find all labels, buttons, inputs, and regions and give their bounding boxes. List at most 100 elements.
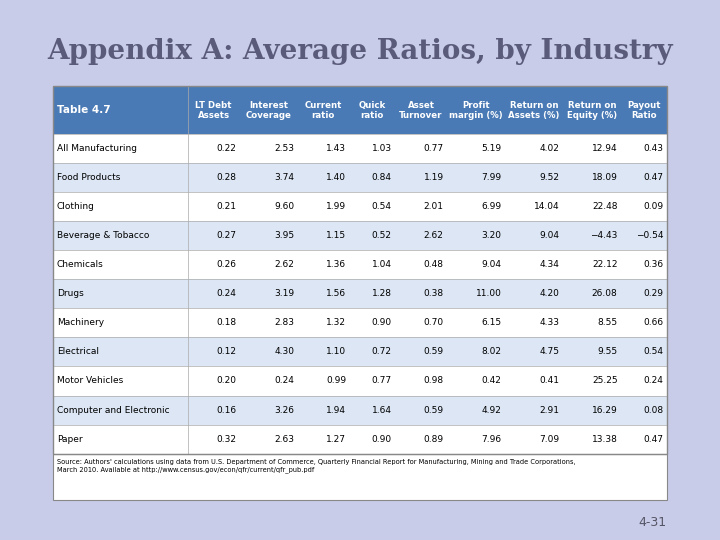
Text: 1.40: 1.40 bbox=[326, 173, 346, 182]
FancyBboxPatch shape bbox=[53, 192, 667, 221]
Text: 5.19: 5.19 bbox=[482, 144, 502, 153]
Text: 4-31: 4-31 bbox=[639, 516, 667, 529]
Text: 0.77: 0.77 bbox=[423, 144, 444, 153]
Text: Table 4.7: Table 4.7 bbox=[57, 105, 110, 115]
Text: 3.95: 3.95 bbox=[274, 231, 294, 240]
FancyBboxPatch shape bbox=[53, 221, 667, 251]
Text: 0.08: 0.08 bbox=[643, 406, 663, 415]
Text: 1.10: 1.10 bbox=[326, 347, 346, 356]
Text: 0.22: 0.22 bbox=[216, 144, 236, 153]
Text: 6.15: 6.15 bbox=[482, 319, 502, 327]
Text: Source: Authors' calculations using data from U.S. Department of Commerce, Quart: Source: Authors' calculations using data… bbox=[57, 459, 575, 472]
Text: 1.99: 1.99 bbox=[326, 202, 346, 211]
Text: 0.28: 0.28 bbox=[216, 173, 236, 182]
Text: 3.26: 3.26 bbox=[274, 406, 294, 415]
Text: 9.60: 9.60 bbox=[274, 202, 294, 211]
Text: Asset
Turnover: Asset Turnover bbox=[400, 100, 443, 120]
FancyBboxPatch shape bbox=[53, 424, 667, 454]
Text: LT Debt
Assets: LT Debt Assets bbox=[195, 100, 232, 120]
Text: 0.12: 0.12 bbox=[216, 347, 236, 356]
Text: 9.04: 9.04 bbox=[539, 231, 559, 240]
Text: 0.36: 0.36 bbox=[643, 260, 663, 269]
Text: 0.29: 0.29 bbox=[644, 289, 663, 299]
Text: 2.62: 2.62 bbox=[424, 231, 444, 240]
Text: 1.56: 1.56 bbox=[326, 289, 346, 299]
Text: 1.32: 1.32 bbox=[326, 319, 346, 327]
Text: 7.99: 7.99 bbox=[482, 173, 502, 182]
Text: Profit
margin (%): Profit margin (%) bbox=[449, 100, 503, 120]
Text: 0.54: 0.54 bbox=[372, 202, 392, 211]
Text: 1.43: 1.43 bbox=[326, 144, 346, 153]
Text: 0.43: 0.43 bbox=[644, 144, 663, 153]
Text: 2.63: 2.63 bbox=[274, 435, 294, 443]
Text: 0.27: 0.27 bbox=[216, 231, 236, 240]
Text: 4.30: 4.30 bbox=[274, 347, 294, 356]
Text: 2.01: 2.01 bbox=[423, 202, 444, 211]
Text: Current
ratio: Current ratio bbox=[305, 100, 342, 120]
Text: 9.04: 9.04 bbox=[482, 260, 502, 269]
Text: 22.12: 22.12 bbox=[592, 260, 618, 269]
Text: Appendix A: Average Ratios, by Industry: Appendix A: Average Ratios, by Industry bbox=[48, 38, 672, 65]
Text: 0.24: 0.24 bbox=[216, 289, 236, 299]
Text: 0.90: 0.90 bbox=[372, 319, 392, 327]
Text: 0.54: 0.54 bbox=[644, 347, 663, 356]
Text: 0.72: 0.72 bbox=[372, 347, 392, 356]
Text: 0.84: 0.84 bbox=[372, 173, 392, 182]
Text: 0.24: 0.24 bbox=[644, 376, 663, 386]
Text: 0.70: 0.70 bbox=[423, 319, 444, 327]
Text: 0.59: 0.59 bbox=[423, 347, 444, 356]
Text: Chemicals: Chemicals bbox=[57, 260, 104, 269]
Text: Paper: Paper bbox=[57, 435, 82, 443]
Text: Clothing: Clothing bbox=[57, 202, 94, 211]
Text: 7.09: 7.09 bbox=[539, 435, 559, 443]
Text: 4.34: 4.34 bbox=[540, 260, 559, 269]
Text: 1.28: 1.28 bbox=[372, 289, 392, 299]
Text: 0.16: 0.16 bbox=[216, 406, 236, 415]
Text: 0.47: 0.47 bbox=[644, 435, 663, 443]
Text: Beverage & Tobacco: Beverage & Tobacco bbox=[57, 231, 149, 240]
Text: 7.96: 7.96 bbox=[482, 435, 502, 443]
Text: −4.43: −4.43 bbox=[590, 231, 618, 240]
Text: 0.26: 0.26 bbox=[216, 260, 236, 269]
Text: 1.19: 1.19 bbox=[423, 173, 444, 182]
Text: 4.20: 4.20 bbox=[540, 289, 559, 299]
Text: 6.99: 6.99 bbox=[482, 202, 502, 211]
Text: 0.77: 0.77 bbox=[372, 376, 392, 386]
Text: 0.32: 0.32 bbox=[216, 435, 236, 443]
Text: Quick
ratio: Quick ratio bbox=[359, 100, 386, 120]
Text: 3.19: 3.19 bbox=[274, 289, 294, 299]
FancyBboxPatch shape bbox=[53, 454, 667, 500]
Text: Return on
Assets (%): Return on Assets (%) bbox=[508, 100, 559, 120]
Text: 1.64: 1.64 bbox=[372, 406, 392, 415]
Text: 9.55: 9.55 bbox=[598, 347, 618, 356]
Text: 3.74: 3.74 bbox=[274, 173, 294, 182]
Text: Drugs: Drugs bbox=[57, 289, 84, 299]
Text: 2.53: 2.53 bbox=[274, 144, 294, 153]
Text: 0.59: 0.59 bbox=[423, 406, 444, 415]
Text: 14.04: 14.04 bbox=[534, 202, 559, 211]
Text: 18.09: 18.09 bbox=[592, 173, 618, 182]
Text: 4.33: 4.33 bbox=[539, 319, 559, 327]
Text: 0.90: 0.90 bbox=[372, 435, 392, 443]
Text: 4.92: 4.92 bbox=[482, 406, 502, 415]
Text: 1.27: 1.27 bbox=[326, 435, 346, 443]
FancyBboxPatch shape bbox=[53, 86, 667, 134]
Text: 1.15: 1.15 bbox=[326, 231, 346, 240]
Text: 0.20: 0.20 bbox=[216, 376, 236, 386]
Text: 4.02: 4.02 bbox=[540, 144, 559, 153]
FancyBboxPatch shape bbox=[53, 308, 667, 338]
Text: Interest
Coverage: Interest Coverage bbox=[246, 100, 292, 120]
Text: 0.52: 0.52 bbox=[372, 231, 392, 240]
Text: 0.41: 0.41 bbox=[539, 376, 559, 386]
FancyBboxPatch shape bbox=[53, 338, 667, 367]
Text: 0.24: 0.24 bbox=[274, 376, 294, 386]
FancyBboxPatch shape bbox=[53, 279, 667, 308]
Text: Motor Vehicles: Motor Vehicles bbox=[57, 376, 123, 386]
Text: 1.94: 1.94 bbox=[326, 406, 346, 415]
Text: 13.38: 13.38 bbox=[592, 435, 618, 443]
Text: Electrical: Electrical bbox=[57, 347, 99, 356]
Text: Payout
Ratio: Payout Ratio bbox=[627, 100, 660, 120]
Text: −0.54: −0.54 bbox=[636, 231, 663, 240]
Text: 12.94: 12.94 bbox=[592, 144, 618, 153]
Text: 2.62: 2.62 bbox=[274, 260, 294, 269]
